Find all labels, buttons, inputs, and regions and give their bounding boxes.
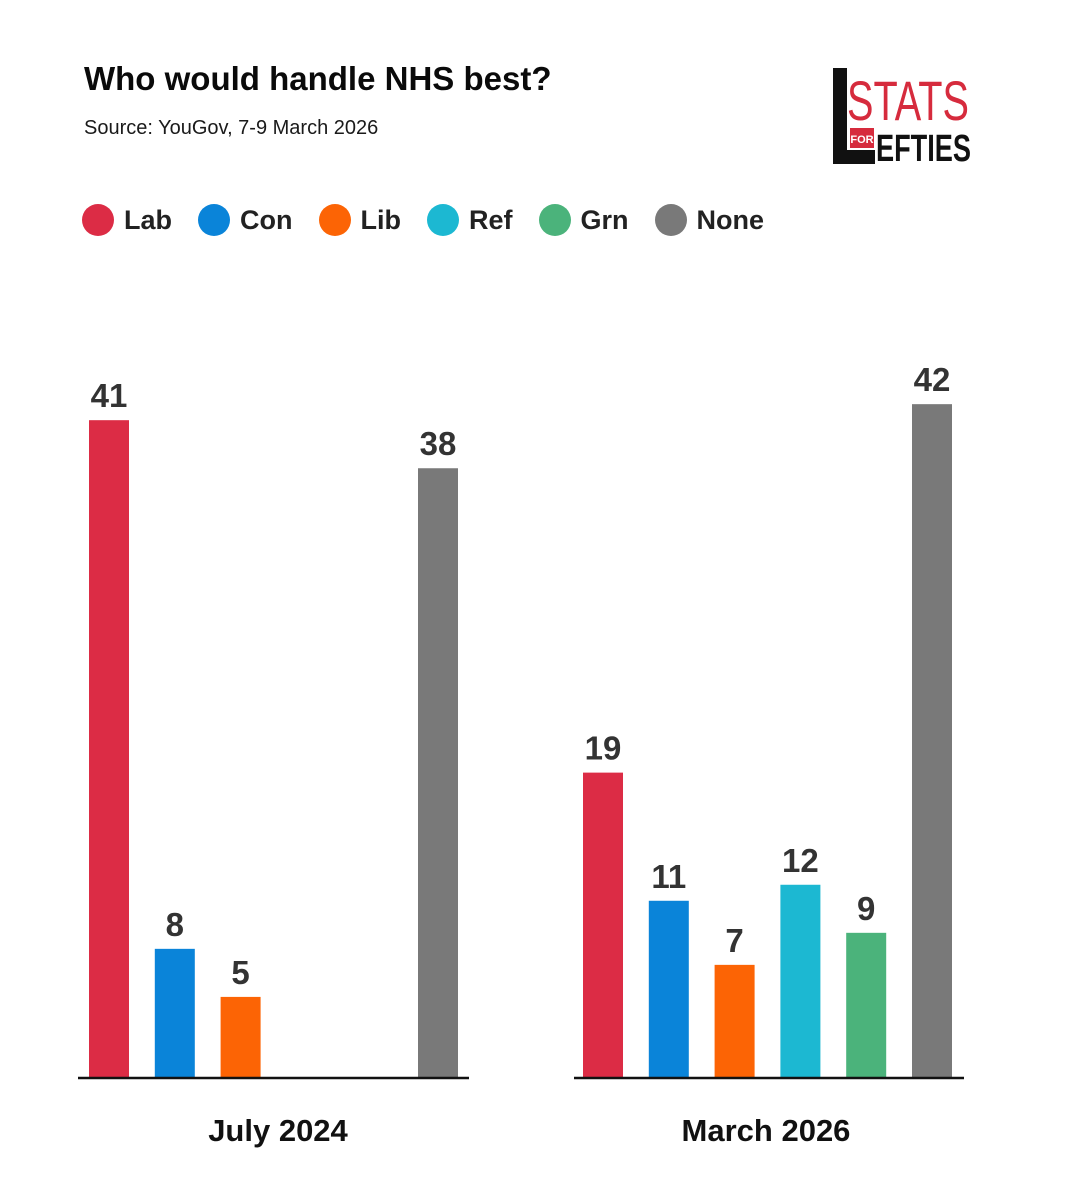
legend-label-none: None xyxy=(696,204,765,235)
logo-l-bar xyxy=(833,68,847,164)
legend-item-lab: Lab xyxy=(82,204,172,236)
legend-swatch-lib xyxy=(318,204,351,236)
legend-item-none: None xyxy=(654,204,765,236)
legend-item-grn: Grn xyxy=(538,204,629,236)
legend-item-lib: Lib xyxy=(318,204,402,236)
bar-july-2024-none xyxy=(418,468,458,1077)
legend-swatch-lab xyxy=(82,204,114,236)
logo-efties-text: EFTIES xyxy=(876,128,971,164)
logo-stats-text: STATS xyxy=(847,69,969,132)
value-label-july-2024-con: 8 xyxy=(166,906,184,943)
bar-march-2026-con xyxy=(648,900,689,1077)
legend-label-lib: Lib xyxy=(360,204,402,235)
legend-label-ref: Ref xyxy=(469,204,513,235)
legend-item-ref: Ref xyxy=(427,204,513,236)
bar-july-2024-lab xyxy=(89,420,129,1077)
bar-july-2024-con xyxy=(154,948,195,1077)
logo-for-text: FOR xyxy=(850,134,873,146)
chart-title: Who would handle NHS best? xyxy=(84,60,552,97)
value-label-march-2026-grn: 9 xyxy=(857,890,875,927)
value-label-march-2026-ref: 12 xyxy=(782,842,819,879)
bar-march-2026-lab xyxy=(583,772,623,1077)
group-label-march-2026: March 2026 xyxy=(682,1113,851,1148)
bar-march-2026-lib xyxy=(714,964,755,1077)
value-label-march-2026-none: 42 xyxy=(914,361,951,398)
value-label-march-2026-lib: 7 xyxy=(725,922,743,959)
chart-subtitle: Source: YouGov, 7-9 March 2026 xyxy=(84,117,379,139)
legend-swatch-ref xyxy=(427,204,459,236)
bar-march-2026-ref xyxy=(780,884,821,1077)
legend-label-lab: Lab xyxy=(124,204,173,235)
legend-item-con: Con xyxy=(198,204,293,236)
stats-for-lefties-logo: STATS FOR EFTIES xyxy=(833,68,971,164)
legend-swatch-none xyxy=(654,204,687,236)
value-label-march-2026-lab: 19 xyxy=(585,730,622,767)
logo-for-box xyxy=(850,128,874,148)
bar-march-2026-none xyxy=(912,404,952,1077)
legend-swatch-grn xyxy=(538,204,571,236)
group-label-july-2024: July 2024 xyxy=(208,1113,348,1148)
legend-label-con: Con xyxy=(240,204,293,235)
legend-label-grn: Grn xyxy=(580,204,629,235)
value-label-july-2024-none: 38 xyxy=(420,425,457,462)
legend: Lab Con Lib Ref Grn None xyxy=(82,204,790,236)
value-label-july-2024-lib: 5 xyxy=(231,954,249,991)
bar-july-2024-lib xyxy=(220,996,261,1077)
value-label-july-2024-lab: 41 xyxy=(91,377,128,414)
value-label-march-2026-con: 11 xyxy=(651,858,686,895)
logo-l-foot xyxy=(833,150,875,164)
bar-march-2026-grn xyxy=(846,932,887,1077)
legend-swatch-con xyxy=(198,204,231,236)
